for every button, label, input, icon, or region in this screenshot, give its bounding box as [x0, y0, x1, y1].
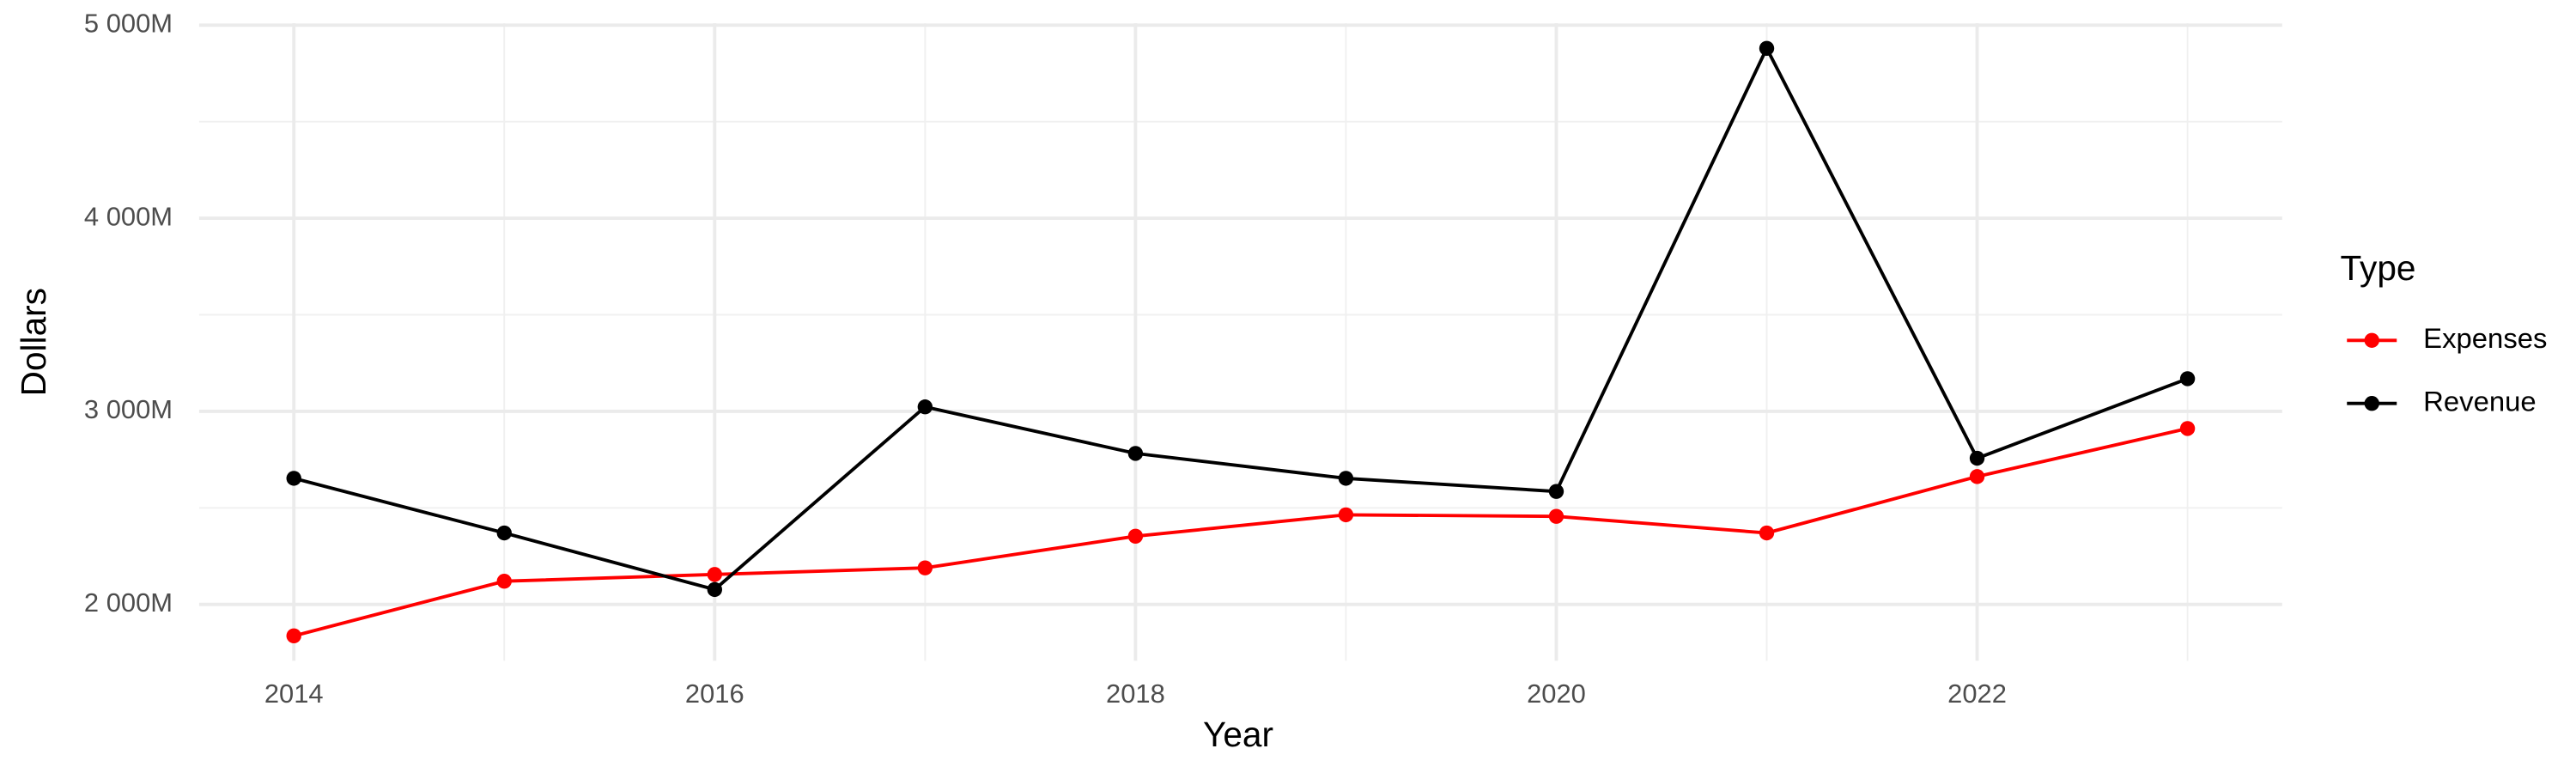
data-point: [1127, 446, 1144, 461]
x-tick-label: 2014: [264, 679, 324, 709]
data-point: [1759, 40, 1775, 56]
series-line: [293, 44, 2189, 592]
data-point: [1548, 508, 1564, 524]
y-axis-title: Dollars: [14, 288, 53, 396]
data-point: [286, 628, 301, 644]
y-tick-label: 5 000M: [84, 8, 173, 38]
data-point: [1969, 450, 1985, 466]
series-line: [293, 427, 2189, 638]
data-point: [1338, 471, 1354, 486]
legend-swatch-point: [2364, 332, 2379, 348]
data-point: [496, 525, 512, 541]
data-point: [1548, 484, 1564, 499]
data-point: [1127, 528, 1144, 545]
data-point: [496, 574, 512, 589]
data-point: [1969, 469, 1985, 484]
y-tick-label: 3 000M: [84, 394, 173, 424]
y-tick-label: 4 000M: [84, 201, 173, 231]
data-point: [2179, 421, 2196, 436]
data-point: [1759, 525, 1775, 541]
data-point: [1338, 507, 1354, 523]
data-point: [917, 560, 933, 575]
legend-label: Expenses: [2423, 322, 2547, 354]
legend-swatch-point: [2364, 396, 2379, 411]
y-tick-label: 2 000M: [84, 587, 173, 618]
x-axis-title: Year: [1203, 715, 1273, 754]
data-point: [917, 399, 933, 415]
legend-label: Revenue: [2423, 385, 2537, 417]
x-tick-label: 2022: [1947, 679, 2007, 709]
x-tick-label: 2020: [1527, 679, 1586, 709]
data-point: [707, 581, 723, 598]
data-point: [2179, 371, 2196, 386]
data-point: [707, 567, 723, 582]
legend-title: Type: [2341, 248, 2416, 288]
x-tick-label: 2018: [1106, 679, 1165, 709]
data-point: [286, 471, 301, 486]
x-tick-label: 2016: [685, 679, 744, 709]
